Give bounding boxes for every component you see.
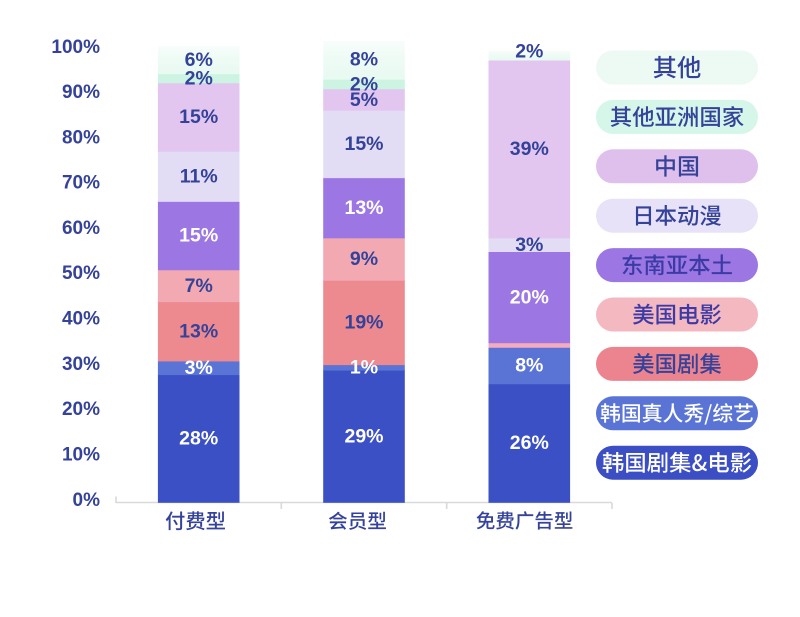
svg-text:29%: 29%: [344, 425, 383, 447]
svg-text:50%: 50%: [62, 263, 100, 284]
svg-text:15%: 15%: [179, 225, 218, 247]
svg-text:7%: 7%: [185, 275, 213, 297]
svg-text:100%: 100%: [51, 37, 100, 58]
svg-text:40%: 40%: [62, 309, 100, 330]
svg-text:2%: 2%: [185, 67, 213, 89]
svg-text:13%: 13%: [344, 197, 383, 219]
svg-text:20%: 20%: [510, 286, 549, 308]
svg-text:30%: 30%: [62, 354, 100, 375]
svg-text:9%: 9%: [350, 248, 378, 270]
svg-text:26%: 26%: [510, 432, 549, 454]
svg-text:15%: 15%: [179, 106, 218, 128]
svg-text:11%: 11%: [180, 165, 218, 187]
svg-text:60%: 60%: [62, 218, 100, 239]
svg-text:28%: 28%: [179, 428, 218, 450]
svg-text:39%: 39%: [510, 138, 549, 160]
svg-text:10%: 10%: [62, 444, 100, 465]
svg-text:70%: 70%: [62, 173, 100, 194]
svg-text:8%: 8%: [350, 49, 378, 71]
svg-text:20%: 20%: [62, 399, 100, 420]
svg-text:6%: 6%: [185, 49, 213, 71]
svg-text:2%: 2%: [515, 41, 543, 63]
svg-text:80%: 80%: [62, 127, 100, 148]
svg-text:5%: 5%: [350, 89, 378, 111]
svg-text:13%: 13%: [179, 321, 218, 343]
svg-text:3%: 3%: [515, 234, 543, 256]
svg-text:90%: 90%: [62, 82, 100, 103]
svg-text:2%: 2%: [350, 74, 378, 96]
svg-text:8%: 8%: [515, 355, 543, 377]
svg-text:3%: 3%: [185, 357, 213, 379]
svg-text:0%: 0%: [73, 490, 101, 511]
svg-text:19%: 19%: [344, 312, 383, 334]
svg-text:1%: 1%: [350, 357, 378, 379]
svg-text:15%: 15%: [344, 133, 383, 155]
